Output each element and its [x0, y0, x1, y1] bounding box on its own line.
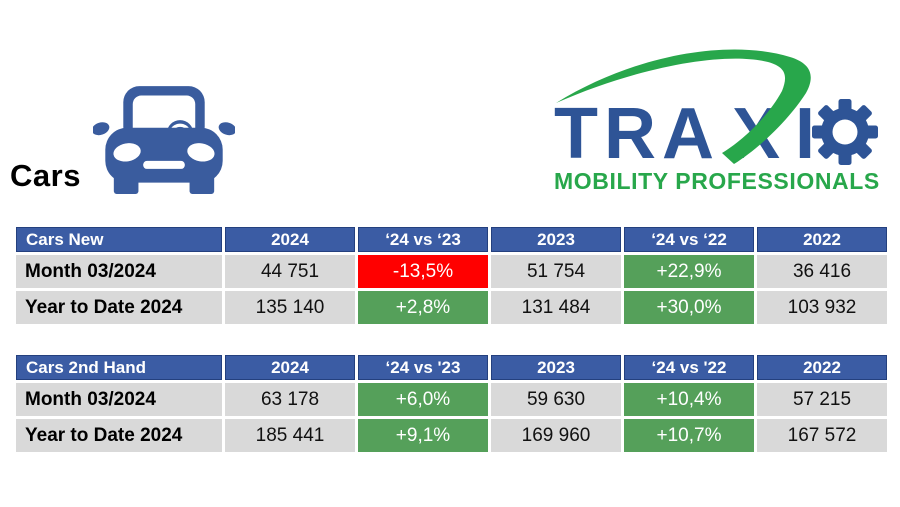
cars-new-table: Cars New 2024 ‘24 vs ‘23 2023 ‘24 vs ‘22… [16, 227, 887, 327]
table-title: Cars New [16, 227, 222, 252]
value-cell: 135 140 [225, 291, 355, 324]
logo-letters-tra: TRA [554, 94, 720, 173]
delta-cell-negative: -13,5% [358, 255, 488, 288]
value-cell: 59 630 [491, 383, 621, 416]
column-header: 2023 [491, 227, 621, 252]
column-header: ‘24 vs '22 [624, 355, 754, 380]
row-label: Month 03/2024 [16, 255, 222, 288]
column-header: ‘24 vs ‘22 [624, 227, 754, 252]
cars-2nd-hand-table: Cars 2nd Hand 2024 ‘24 vs '23 2023 ‘24 v… [16, 355, 887, 455]
value-cell: 169 960 [491, 419, 621, 452]
column-header: 2024 [225, 355, 355, 380]
row-label: Year to Date 2024 [16, 419, 222, 452]
value-cell: 63 178 [225, 383, 355, 416]
cars-2nd-hand-header-row: Cars 2nd Hand 2024 ‘24 vs '23 2023 ‘24 v… [16, 355, 887, 380]
delta-cell-positive: +22,9% [624, 255, 754, 288]
value-cell: 51 754 [491, 255, 621, 288]
swoosh-icon [556, 49, 811, 165]
column-header: 2022 [757, 227, 887, 252]
column-header: 2023 [491, 355, 621, 380]
delta-cell-positive: +6,0% [358, 383, 488, 416]
delta-cell-positive: +9,1% [358, 419, 488, 452]
gear-icon [812, 99, 878, 165]
logo-tagline: MOBILITY PROFESSIONALS [554, 168, 880, 194]
delta-cell-positive: +10,7% [624, 419, 754, 452]
value-cell: 57 215 [757, 383, 887, 416]
value-cell: 167 572 [757, 419, 887, 452]
table-row: Month 03/2024 44 751 -13,5% 51 754 +22,9… [16, 255, 887, 288]
delta-cell-positive: +30,0% [624, 291, 754, 324]
value-cell: 185 441 [225, 419, 355, 452]
value-cell: 36 416 [757, 255, 887, 288]
row-label: Year to Date 2024 [16, 291, 222, 324]
delta-cell-positive: +2,8% [358, 291, 488, 324]
value-cell: 44 751 [225, 255, 355, 288]
traxio-logo: TRA X I MOBILITY PROFESSIONALS [552, 45, 898, 195]
value-cell: 131 484 [491, 291, 621, 324]
cars-new-header-row: Cars New 2024 ‘24 vs ‘23 2023 ‘24 vs ‘22… [16, 227, 887, 252]
table-row: Month 03/2024 63 178 +6,0% 59 630 +10,4%… [16, 383, 887, 416]
delta-cell-positive: +10,4% [624, 383, 754, 416]
table-row: Year to Date 2024 135 140 +2,8% 131 484 … [16, 291, 887, 324]
value-cell: 103 932 [757, 291, 887, 324]
table-title: Cars 2nd Hand [16, 355, 222, 380]
row-label: Month 03/2024 [16, 383, 222, 416]
car-front-icon [93, 86, 235, 195]
logo-letter-i: I [795, 94, 815, 173]
column-header: 2024 [225, 227, 355, 252]
column-header: ‘24 vs ‘23 [358, 227, 488, 252]
column-header: ‘24 vs '23 [358, 355, 488, 380]
page-title: Cars [10, 158, 81, 193]
column-header: 2022 [757, 355, 887, 380]
table-row: Year to Date 2024 185 441 +9,1% 169 960 … [16, 419, 887, 452]
traxio-brand-mark: TRA X I [554, 49, 878, 173]
